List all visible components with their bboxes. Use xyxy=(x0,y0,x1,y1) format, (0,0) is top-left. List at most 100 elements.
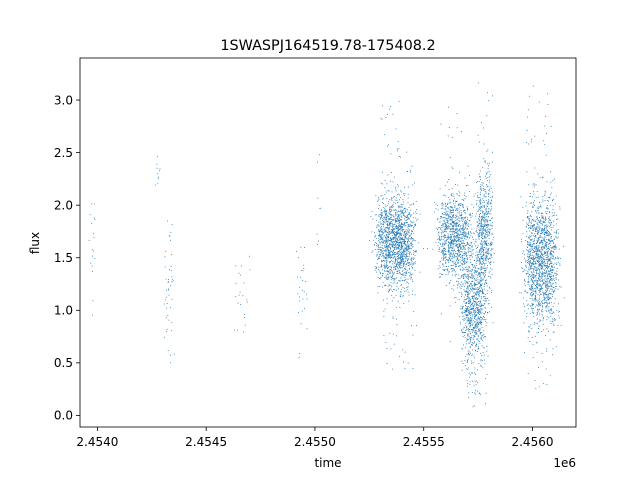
data-point xyxy=(476,230,478,232)
data-point xyxy=(399,273,401,275)
data-point xyxy=(168,278,170,280)
data-point xyxy=(394,266,396,268)
data-point xyxy=(481,263,483,265)
data-point xyxy=(456,240,457,242)
data-point xyxy=(485,318,487,320)
data-point xyxy=(385,226,387,228)
data-point xyxy=(465,232,467,234)
data-point xyxy=(551,246,553,248)
data-point xyxy=(452,256,454,258)
data-point xyxy=(541,266,543,268)
data-point xyxy=(479,263,481,265)
data-point xyxy=(477,82,479,84)
data-point xyxy=(478,253,480,255)
data-point xyxy=(475,203,477,205)
data-point xyxy=(531,225,533,227)
data-point xyxy=(472,337,474,339)
data-point xyxy=(553,280,555,282)
data-point xyxy=(482,291,484,293)
data-point xyxy=(171,330,173,332)
data-point xyxy=(451,245,453,247)
data-point xyxy=(388,283,390,285)
data-point xyxy=(398,207,400,209)
data-point xyxy=(538,301,540,303)
data-point xyxy=(402,223,404,225)
data-point xyxy=(385,239,387,241)
data-point xyxy=(467,251,469,253)
data-point xyxy=(552,289,554,291)
data-point xyxy=(384,187,386,189)
data-point xyxy=(473,355,475,357)
data-point xyxy=(401,226,403,228)
data-point xyxy=(412,243,414,245)
data-point xyxy=(468,354,470,356)
data-point xyxy=(406,216,408,218)
data-point xyxy=(472,268,474,270)
data-point xyxy=(468,243,470,245)
data-point xyxy=(438,235,440,237)
data-point xyxy=(490,250,492,252)
data-point xyxy=(393,233,395,235)
data-point xyxy=(530,278,532,280)
data-point xyxy=(454,222,456,224)
data-point xyxy=(474,392,476,394)
data-point xyxy=(395,219,397,221)
data-point xyxy=(560,286,562,288)
data-point xyxy=(470,248,472,250)
data-point xyxy=(471,344,473,346)
data-point xyxy=(382,233,384,235)
data-point xyxy=(471,315,473,317)
data-point xyxy=(477,382,479,384)
data-point xyxy=(396,227,398,229)
data-point xyxy=(456,274,458,276)
data-point xyxy=(376,262,378,264)
data-point xyxy=(475,318,477,320)
data-point xyxy=(393,244,395,246)
data-point xyxy=(468,254,470,256)
data-point xyxy=(475,271,477,273)
data-point xyxy=(476,225,478,227)
data-point xyxy=(441,229,443,231)
data-point xyxy=(541,230,543,232)
data-point xyxy=(405,238,407,240)
data-point xyxy=(397,247,399,249)
data-point xyxy=(529,289,531,291)
data-point xyxy=(458,217,460,219)
data-point xyxy=(526,249,528,251)
data-point xyxy=(410,221,412,222)
data-point xyxy=(448,271,450,273)
data-point xyxy=(486,173,488,175)
data-point xyxy=(305,293,307,295)
data-point xyxy=(470,277,472,279)
data-point xyxy=(402,213,404,215)
data-point xyxy=(536,249,538,251)
data-point xyxy=(478,251,480,253)
data-point xyxy=(486,180,488,182)
data-point xyxy=(480,308,482,310)
data-point xyxy=(476,291,478,293)
data-point xyxy=(453,239,455,241)
data-point xyxy=(462,258,464,260)
data-point xyxy=(317,240,319,242)
data-point xyxy=(458,249,460,251)
data-point xyxy=(447,270,449,272)
data-point xyxy=(381,214,383,216)
data-point xyxy=(394,218,396,220)
data-point xyxy=(467,369,469,371)
data-point xyxy=(481,190,483,192)
data-point xyxy=(480,309,482,311)
data-point xyxy=(462,311,464,313)
data-point xyxy=(401,288,403,290)
data-point xyxy=(389,252,391,254)
data-point xyxy=(297,311,299,313)
data-point xyxy=(550,263,552,265)
data-point xyxy=(471,353,473,355)
data-point xyxy=(389,332,391,334)
data-point xyxy=(546,258,548,260)
data-point xyxy=(415,261,417,263)
data-point xyxy=(474,283,476,285)
data-point xyxy=(476,221,478,223)
data-point xyxy=(485,210,487,212)
data-point xyxy=(480,221,482,223)
data-point xyxy=(545,243,547,245)
